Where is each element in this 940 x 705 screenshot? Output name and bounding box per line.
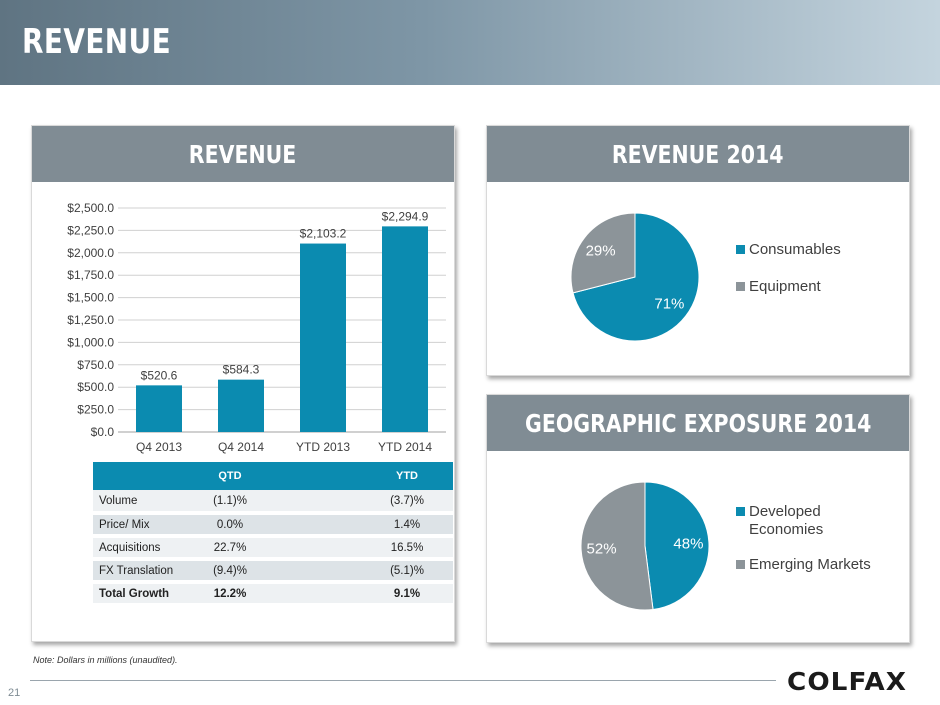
x-tick-label: YTD 2014 xyxy=(378,440,432,454)
row-spacer xyxy=(275,490,361,515)
bar-data-label: $520.6 xyxy=(141,368,178,382)
table-row: Volume (1.1)% (3.7)% xyxy=(93,490,453,515)
footer-rule xyxy=(30,680,776,681)
y-tick-label: $1,500.0 xyxy=(67,291,114,305)
y-tick-label: $2,500.0 xyxy=(67,201,114,215)
y-tick-label: $0.0 xyxy=(91,425,115,439)
table-row: FX Translation (9.4)% (5.1)% xyxy=(93,559,453,584)
row-spacer xyxy=(275,559,361,584)
revenue-panel: REVENUE $0.0 $250.0 $500.0 $750.0 $1,000.0 $1… xyxy=(31,125,455,642)
header-band: REVENUE xyxy=(0,0,940,85)
pie-value-label: 71% xyxy=(654,296,684,313)
legend-item-consumables: Consumables xyxy=(736,241,841,258)
geographic-panel: GEOGRAPHIC EXPOSURE 2014 48% 52% Develope… xyxy=(486,394,910,643)
x-tick-label: Q4 2013 xyxy=(136,440,182,454)
row-ytd: 16.5% xyxy=(361,536,453,561)
revenue-panel-header: REVENUE xyxy=(32,126,454,182)
row-qtd: 12.2% xyxy=(185,581,275,607)
row-ytd: (5.1)% xyxy=(361,559,453,584)
pie-slice xyxy=(644,481,710,611)
y-tick-label: $250.0 xyxy=(77,403,114,417)
legend-label: Equipment xyxy=(749,278,821,295)
row-ytd: 9.1% xyxy=(361,581,453,607)
growth-table-header-row: QTD YTD xyxy=(93,462,453,490)
row-label: Total Growth xyxy=(93,581,185,607)
row-spacer xyxy=(275,536,361,561)
legend-swatch xyxy=(736,507,745,516)
table-row: Price/ Mix 0.0% 1.4% xyxy=(93,513,453,538)
legend-item-developed: Developed Economies xyxy=(736,503,871,539)
table-row-total: Total Growth 12.2% 9.1% xyxy=(93,581,453,607)
bar xyxy=(136,385,182,432)
y-tick-label: $500.0 xyxy=(77,380,114,394)
row-qtd: (9.4)% xyxy=(185,559,275,584)
growth-table: QTD YTD Volume (1.1)% (3.7)% Price/ Mix … xyxy=(93,462,453,607)
y-tick-label: $1,000.0 xyxy=(67,335,114,349)
growth-header-ytd: YTD xyxy=(361,462,453,490)
table-row: Acquisitions 22.7% 16.5% xyxy=(93,536,453,561)
bar xyxy=(300,243,346,432)
row-qtd: (1.1)% xyxy=(185,490,275,515)
legend-label-developed: Developed Economies xyxy=(749,503,823,539)
geographic-panel-header: GEOGRAPHIC EXPOSURE 2014 xyxy=(487,395,909,451)
legend-swatch xyxy=(736,560,745,569)
legend-label: Consumables xyxy=(749,241,841,258)
y-tick-label: $2,000.0 xyxy=(67,246,114,260)
legend-line: Economies xyxy=(749,521,824,538)
x-tick-label: YTD 2013 xyxy=(296,440,350,454)
pie-value-label: 29% xyxy=(586,242,616,259)
pie-value-label: 48% xyxy=(673,535,703,552)
geographic-legend: Developed Economies Emerging Markets xyxy=(736,503,871,593)
row-ytd: (3.7)% xyxy=(361,490,453,515)
pie-slice xyxy=(572,212,700,342)
y-tick-label: $2,250.0 xyxy=(67,223,114,237)
revenue-2014-legend: Consumables Equipment xyxy=(736,241,841,315)
bar-data-label: $2,103.2 xyxy=(300,227,347,241)
row-ytd: 1.4% xyxy=(361,513,453,538)
y-tick-label: $1,750.0 xyxy=(67,268,114,282)
legend-line: Developed xyxy=(749,503,821,520)
row-label: Volume xyxy=(93,490,185,515)
legend-swatch xyxy=(736,282,745,291)
pie-slice xyxy=(570,212,636,294)
growth-header-blank xyxy=(93,462,185,490)
x-tick-label: Q4 2014 xyxy=(218,440,264,454)
row-spacer xyxy=(275,581,361,607)
revenue-bar-chart: $0.0 $250.0 $500.0 $750.0 $1,000.0 $1,250.0 $1… xyxy=(67,201,446,454)
growth-header-qtd: QTD xyxy=(185,462,275,490)
legend-swatch xyxy=(736,245,745,254)
row-spacer xyxy=(275,513,361,538)
y-tick-label: $1,250.0 xyxy=(67,313,114,327)
growth-header-spacer xyxy=(275,462,361,490)
row-label: Price/ Mix xyxy=(93,513,185,538)
revenue-2014-panel-header: REVENUE 2014 xyxy=(487,126,909,182)
geographic-pie-chart: 48% 52% xyxy=(580,481,710,611)
row-label: Acquisitions xyxy=(93,536,185,561)
revenue-2014-panel-title: REVENUE 2014 xyxy=(612,139,784,169)
bar xyxy=(382,226,428,432)
legend-item-emerging: Emerging Markets xyxy=(736,556,871,573)
row-qtd: 22.7% xyxy=(185,536,275,561)
revenue-panel-title: REVENUE xyxy=(189,139,297,169)
row-label: FX Translation xyxy=(93,559,185,584)
footnote: Note: Dollars in millions (unaudited). xyxy=(33,655,178,665)
bar xyxy=(218,379,264,432)
page-number: 21 xyxy=(8,687,21,699)
y-tick-label: $750.0 xyxy=(77,358,114,372)
bar-data-label: $584.3 xyxy=(223,363,260,377)
pie-slice xyxy=(580,481,654,611)
revenue-2014-pie-chart: 71% 29% xyxy=(570,212,700,342)
revenue-2014-panel: REVENUE 2014 71% 29% Consumables Equipmen… xyxy=(486,125,910,376)
pie-value-label: 52% xyxy=(587,541,617,558)
bar-data-label: $2,294.9 xyxy=(382,209,429,223)
row-qtd: 0.0% xyxy=(185,513,275,538)
legend-item-equipment: Equipment xyxy=(736,278,841,295)
page-title: REVENUE xyxy=(22,22,172,62)
legend-label: Emerging Markets xyxy=(749,556,871,573)
geographic-panel-title: GEOGRAPHIC EXPOSURE 2014 xyxy=(524,408,872,438)
colfax-logo: COLFAX xyxy=(787,667,908,696)
